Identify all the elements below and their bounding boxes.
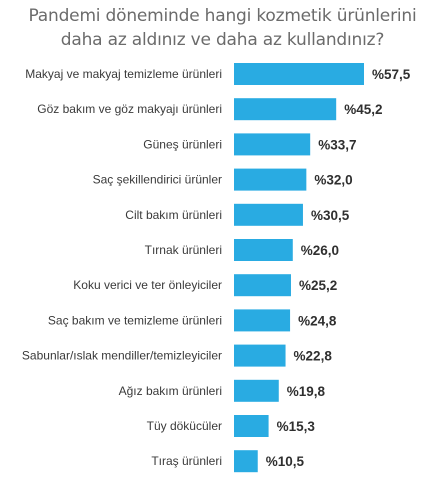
- category-label: Sabunlar/ıslak mendiller/temizleyiciler: [22, 349, 222, 363]
- bar-row: Cilt bakım ürünleri %30,5: [125, 203, 350, 226]
- bar-row: Güneş ürünleri %33,7: [143, 133, 356, 156]
- value-label: %30,5: [311, 208, 350, 223]
- value-label: %57,5: [372, 67, 411, 82]
- category-label: Makyaj ve makyaj temizleme ürünleri: [25, 67, 222, 81]
- value-label: %19,8: [287, 384, 326, 399]
- chart-title-line-2: daha az aldınız ve daha az kullandınız?: [60, 30, 385, 50]
- category-label: Ağız bakım ürünleri: [119, 384, 222, 398]
- bar-row: Göz bakım ve göz makyajı ürünleri %45,2: [37, 98, 382, 121]
- bar-row: Makyaj ve makyaj temizleme ürünleri %57,5: [25, 63, 411, 85]
- category-label: Güneş ürünleri: [143, 137, 222, 151]
- value-label: %45,2: [344, 102, 382, 117]
- bar-row: Saç şekillendirici ürünler %32,0: [93, 168, 353, 191]
- bar: [234, 98, 337, 121]
- value-label: %10,5: [266, 454, 305, 469]
- bar-row: Tıraş ürünleri %10,5: [151, 450, 305, 473]
- chart-title: Pandemi döneminde hangi kozmetik ürünler…: [0, 4, 445, 52]
- category-label: Cilt bakım ürünleri: [125, 208, 222, 222]
- bar-row: Saç bakım ve temizleme ürünleri %24,8: [48, 309, 337, 332]
- bar: [234, 415, 269, 437]
- bar-row: Ağız bakım ürünleri %19,8: [119, 379, 326, 402]
- bar: [234, 168, 307, 191]
- bar-row: Tüy dökücüler %15,3: [147, 415, 316, 437]
- category-label: Göz bakım ve göz makyajı ürünleri: [37, 102, 222, 116]
- bar-row: Tırnak ürünleri %26,0: [145, 239, 339, 261]
- value-label: %33,7: [318, 137, 356, 152]
- bar-row: Sabunlar/ıslak mendiller/temizleyiciler%…: [22, 344, 333, 367]
- value-label: %24,8: [298, 313, 337, 328]
- bar: [234, 274, 291, 297]
- value-label: %22,8: [294, 349, 333, 364]
- bar: [234, 133, 311, 156]
- category-label: Tıraş ürünleri: [151, 454, 222, 468]
- category-label: Tırnak ürünleri: [145, 243, 222, 257]
- value-label: %15,3: [277, 419, 316, 434]
- bar: [234, 450, 258, 473]
- chart-title-line-1: Pandemi döneminde hangi kozmetik ürünler…: [28, 6, 417, 26]
- bar-row: Koku verici ve ter önleyiciler %25,2: [73, 274, 337, 297]
- bar: [234, 239, 293, 261]
- bar: [234, 379, 279, 402]
- category-label: Koku verici ve ter önleyiciler: [73, 278, 222, 292]
- bar: [234, 344, 286, 367]
- value-label: %32,0: [314, 173, 352, 188]
- value-label: %26,0: [301, 243, 339, 258]
- category-label: Tüy dökücüler: [147, 419, 222, 433]
- category-label: Saç şekillendirici ürünler: [93, 173, 222, 187]
- category-label: Saç bakım ve temizleme ürünleri: [48, 313, 222, 327]
- bar: [234, 309, 291, 332]
- bar: [234, 63, 364, 85]
- bar: [234, 203, 303, 226]
- value-label: %25,2: [299, 278, 337, 293]
